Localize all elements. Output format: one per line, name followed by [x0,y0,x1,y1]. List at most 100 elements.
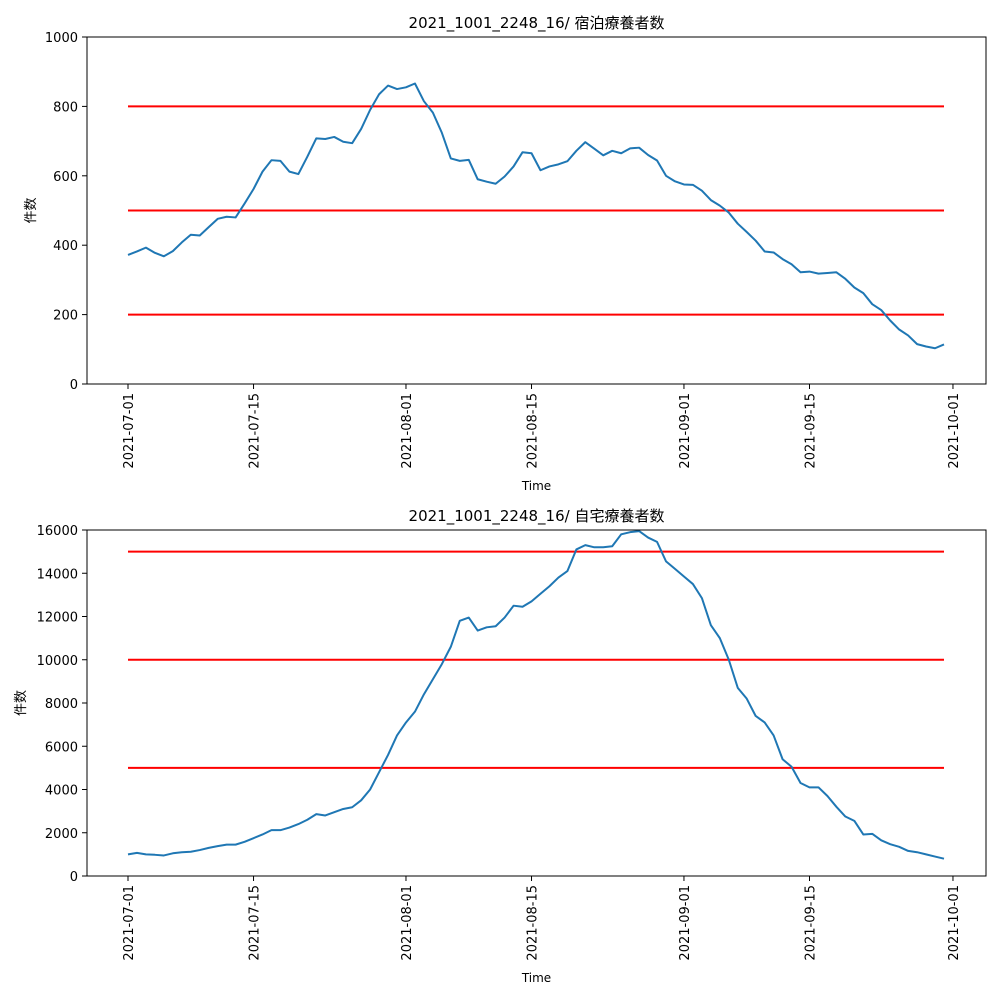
data-point [262,171,264,173]
data-point [808,786,810,788]
data-point [405,721,407,723]
data-point [719,637,721,639]
data-point [414,82,416,84]
data-point [701,597,703,599]
data-point [907,850,909,852]
x-tick-label: 2021-10-01 [947,393,962,469]
data-point [262,833,264,835]
data-point [629,147,631,149]
data-point [513,605,515,607]
chart-panel-2: 2021_1001_2248_16/ 自宅療養者数 0 2000 4000 6000 80… [14,507,987,985]
data-point [154,252,156,254]
data-point [548,165,550,167]
data-point [217,845,219,847]
data-point [728,659,730,661]
data-point [217,218,219,220]
data-point [468,159,470,161]
data-point [414,711,416,713]
x-tick-label: 2021-07-01 [122,885,137,961]
data-point [333,136,335,138]
data-point [835,271,837,273]
data-point [665,175,667,177]
data-point [782,258,784,260]
data-point [504,617,506,619]
data-point [566,570,568,572]
y-tick-label: 800 [53,100,78,115]
data-point [746,698,748,700]
data-point [566,160,568,162]
data-point [737,223,739,225]
data-point [692,583,694,585]
data-point [647,537,649,539]
data-point [495,625,497,627]
data-point [800,782,802,784]
data-point [916,343,918,345]
y-tick-label: 14000 [37,567,78,582]
data-point [853,287,855,289]
data-point [208,847,210,849]
data-point [127,254,129,256]
data-point [539,169,541,171]
data-point [172,250,174,252]
data-point [513,165,515,167]
data-point [459,620,461,622]
data-point [288,171,290,173]
data-point [701,190,703,192]
data-point [943,858,945,860]
data-point [423,693,425,695]
data-point [611,150,613,152]
y-tick-label: 2000 [45,827,78,842]
data-point [692,184,694,186]
data-point [504,175,506,177]
x-tick-label: 2021-07-01 [122,393,137,469]
data-point [324,814,326,816]
data-point [602,546,604,548]
data-point [791,766,793,768]
data-point [925,346,927,348]
data-point [127,853,129,855]
data-point [665,560,667,562]
data-point [817,786,819,788]
data-point [620,533,622,535]
data-point [826,272,828,274]
data-point [324,138,326,140]
y-tick-label: 8000 [45,697,78,712]
data-point [880,839,882,841]
data-point [253,188,255,190]
data-point [297,823,299,825]
data-point [181,851,183,853]
data-point [548,585,550,587]
data-point [495,183,497,185]
data-point [593,546,595,548]
data-point [844,816,846,818]
data-point [808,271,810,273]
y-tick-label: 1000 [45,31,78,46]
data-point [629,531,631,533]
data-point [791,263,793,265]
data-point [656,160,658,162]
data-point [880,309,882,311]
data-point [522,606,524,608]
data-point [432,678,434,680]
x-axis-label: Time [521,971,551,985]
data-point [235,216,237,218]
x-tick-label: 2021-08-15 [526,885,541,961]
x-tick-label: 2021-07-15 [248,885,263,961]
y-axis-label: 件数 [14,690,29,716]
y-tick-label: 400 [53,239,78,254]
data-point [773,734,775,736]
data-point [154,854,156,856]
data-point [486,181,488,183]
data-point [163,255,165,257]
data-point [575,548,577,550]
data-point [773,251,775,253]
data-point [898,329,900,331]
data-point [817,273,819,275]
data-point [378,771,380,773]
data-point [387,85,389,87]
chart-panel-1: 2021_1001_2248_16/ 宿泊療養者数 0 200 400 600 800 10… [24,14,987,493]
data-point [405,86,407,88]
data-point [862,292,864,294]
data-point [934,347,936,349]
data-point [226,216,228,218]
